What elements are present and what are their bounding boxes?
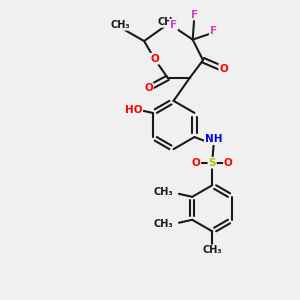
Text: CH₃: CH₃ xyxy=(202,245,222,255)
Text: CH₃: CH₃ xyxy=(154,219,173,229)
Text: CH₃: CH₃ xyxy=(111,20,130,30)
Text: F: F xyxy=(170,20,177,30)
Text: NH: NH xyxy=(205,134,222,144)
Text: S: S xyxy=(208,158,216,168)
Text: HO: HO xyxy=(125,105,142,115)
Text: F: F xyxy=(190,10,198,20)
Text: F: F xyxy=(210,26,217,36)
Text: O: O xyxy=(224,158,233,168)
Text: O: O xyxy=(192,158,200,168)
Text: O: O xyxy=(144,83,153,93)
Text: CH₃: CH₃ xyxy=(158,17,178,27)
Text: CH₃: CH₃ xyxy=(154,188,173,197)
Text: O: O xyxy=(219,64,228,74)
Text: O: O xyxy=(150,54,159,64)
